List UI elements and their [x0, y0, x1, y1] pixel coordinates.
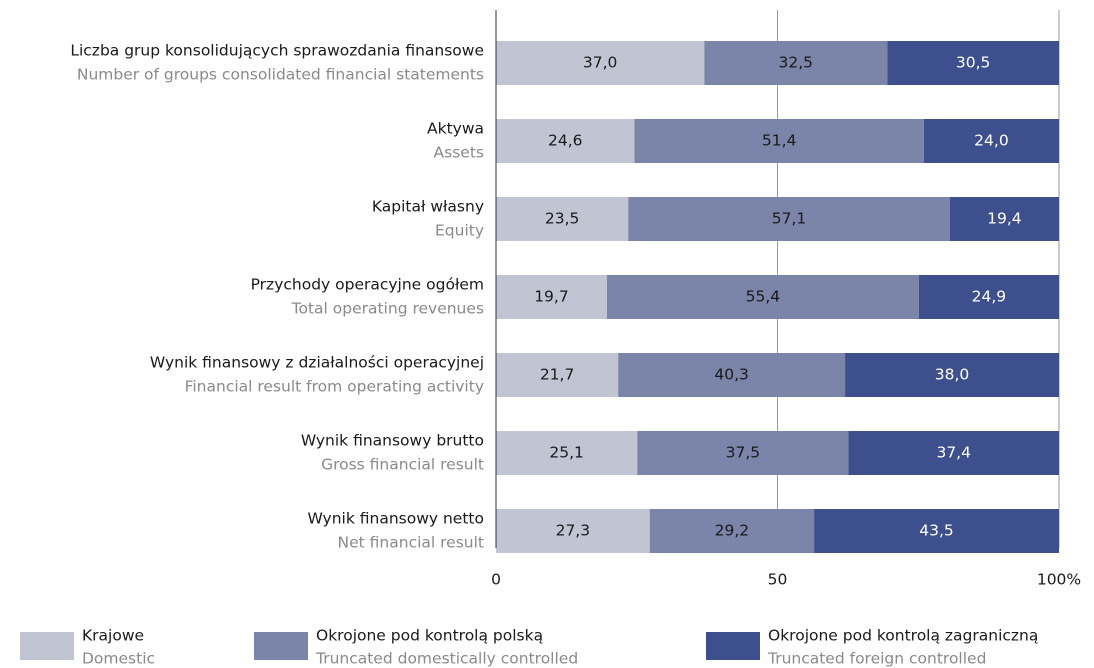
- bar-segment: [848, 431, 1059, 475]
- category-label-en: Gross financial result: [321, 456, 484, 474]
- legend-label: Krajowe: [82, 627, 144, 645]
- value-label: 51,4: [762, 132, 797, 150]
- legend-swatch: [254, 632, 308, 660]
- value-label: 25,1: [549, 444, 584, 462]
- value-label: 23,5: [545, 210, 580, 228]
- x-tick-label: 0: [491, 571, 501, 589]
- category-label: Wynik finansowy netto: [307, 510, 484, 528]
- bar-segment: [496, 119, 635, 163]
- bar-segment: [496, 509, 650, 553]
- bar-segment: [496, 353, 619, 397]
- category-label-en: Assets: [434, 144, 484, 162]
- value-label: 27,3: [556, 522, 591, 540]
- legend-label: Okrojone pod kontrolą polską: [316, 627, 543, 645]
- value-label: 30,5: [956, 54, 991, 72]
- legend-swatch: [20, 632, 74, 660]
- bar-segment: [634, 119, 924, 163]
- bar-segment: [637, 431, 849, 475]
- bar-segment: [845, 353, 1059, 397]
- value-label: 32,5: [779, 54, 814, 72]
- value-label: 24,0: [974, 132, 1009, 150]
- bar-segment: [628, 197, 950, 241]
- category-label-en: Total operating revenues: [291, 300, 484, 318]
- category-label: Wynik finansowy brutto: [301, 432, 484, 450]
- category-label-en: Equity: [435, 222, 484, 240]
- value-label: 37,4: [936, 444, 971, 462]
- category-label: Przychody operacyjne ogółem: [251, 276, 484, 294]
- bar-segment: [704, 41, 888, 85]
- value-label: 19,4: [987, 210, 1022, 228]
- bar-segment: [618, 353, 846, 397]
- bar-segment: [606, 275, 919, 319]
- legend-label: Okrojone pod kontrolą zagraniczną: [768, 627, 1038, 645]
- category-label-en: Number of groups consolidated financial …: [77, 66, 484, 84]
- legend-label-en: Domestic: [82, 650, 155, 668]
- value-label: 24,6: [548, 132, 583, 150]
- bar-segment: [496, 41, 705, 85]
- value-label: 55,4: [746, 288, 781, 306]
- value-label: 40,3: [714, 366, 749, 384]
- category-label-en: Net financial result: [338, 534, 484, 552]
- value-label: 57,1: [772, 210, 807, 228]
- value-label: 19,7: [534, 288, 569, 306]
- category-label-en: Financial result from operating activity: [185, 378, 484, 396]
- category-label: Liczba grup konsolidujących sprawozdania…: [70, 42, 484, 60]
- bar-segment: [923, 119, 1059, 163]
- bar-segment: [918, 275, 1059, 319]
- bar-segment: [496, 275, 607, 319]
- bar-segment: [496, 197, 629, 241]
- value-label: 21,7: [540, 366, 575, 384]
- legend-label-en: Truncated foreign controlled: [767, 650, 986, 668]
- bar-segment: [814, 509, 1059, 553]
- bar-segment: [649, 509, 815, 553]
- category-label: Kapitał własny: [372, 198, 484, 216]
- x-tick-label: 50: [768, 571, 788, 589]
- bar-segment: [887, 41, 1059, 85]
- bar-segment: [949, 197, 1059, 241]
- category-label: Wynik finansowy z działalności operacyjn…: [150, 354, 484, 372]
- value-label: 37,0: [583, 54, 618, 72]
- legend-swatch: [706, 632, 760, 660]
- value-label: 38,0: [935, 366, 970, 384]
- x-tick-label: 100%: [1037, 571, 1081, 589]
- value-label: 37,5: [726, 444, 761, 462]
- value-label: 24,9: [972, 288, 1007, 306]
- bar-segment: [496, 431, 638, 475]
- value-label: 29,2: [715, 522, 750, 540]
- category-label: Aktywa: [427, 120, 484, 138]
- legend-label-en: Truncated domestically controlled: [315, 650, 578, 668]
- value-label: 43,5: [919, 522, 954, 540]
